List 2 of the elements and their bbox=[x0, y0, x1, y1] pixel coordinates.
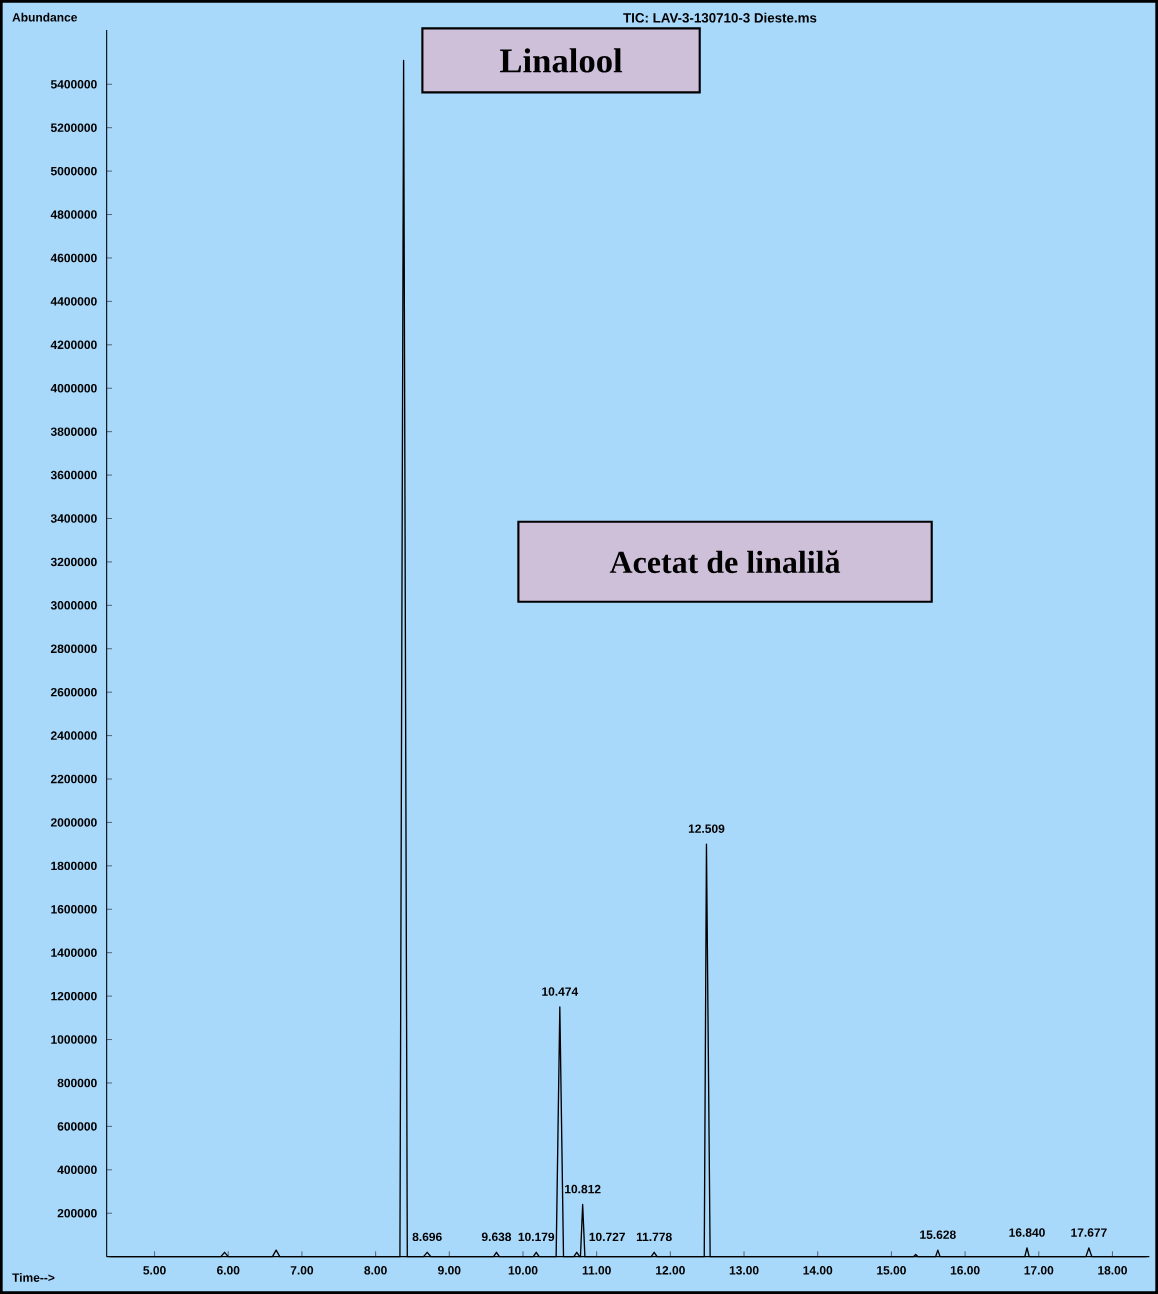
annotation: Acetat de linalilă bbox=[609, 550, 841, 574]
annotation: Linalool bbox=[499, 48, 623, 73]
